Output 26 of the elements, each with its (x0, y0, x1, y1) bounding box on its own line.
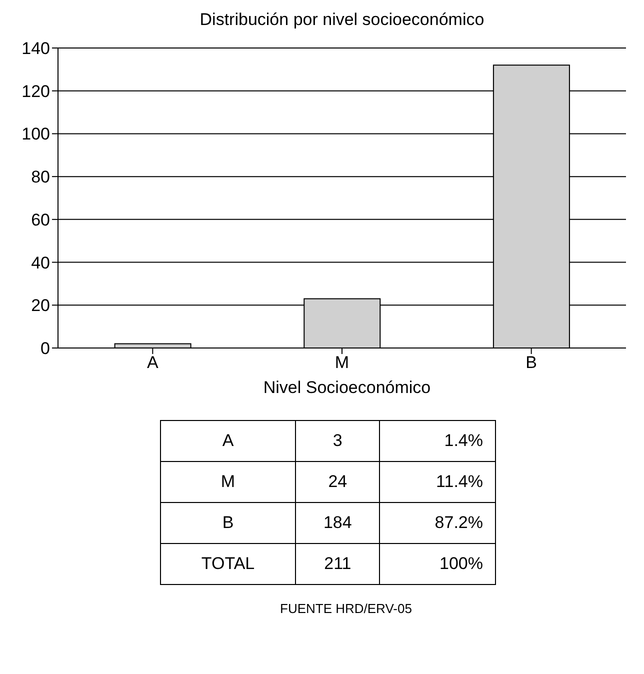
y-tick-label: 60 (31, 210, 50, 230)
x-tick-label: A (146, 353, 159, 372)
category-label: M (160, 462, 296, 502)
y-tick-label: 20 (31, 296, 50, 316)
y-tick-label: 140 (22, 39, 50, 58)
data-label: 211 (296, 544, 380, 584)
data-label: 100% (380, 544, 496, 584)
data-label: 11.4% (380, 462, 496, 502)
x-axis-title: Nivel Socioeconómico (262, 378, 432, 398)
y-tick-label: 120 (22, 82, 50, 101)
category-label: A (160, 420, 296, 462)
data-label: 3 (296, 420, 380, 462)
y-tick-label: 100 (22, 124, 50, 144)
source-note: FUENTE HRD/ERV-05 (280, 601, 413, 616)
x-tick-label: B (526, 353, 538, 372)
x-tick-label: M (334, 353, 350, 372)
y-tick-label: 80 (31, 168, 50, 187)
category-label: TOTAL (160, 544, 296, 584)
category-label: B (160, 502, 296, 544)
data-label: 1.4% (380, 420, 496, 462)
data-label: 184 (296, 502, 380, 544)
chart-title: Distribución por nivel socioeconómico (198, 10, 486, 30)
y-tick-label: 40 (31, 253, 50, 272)
data-label: 24 (296, 462, 380, 502)
y-tick-label: 0 (40, 339, 50, 358)
data-label: 87.2% (380, 502, 496, 544)
